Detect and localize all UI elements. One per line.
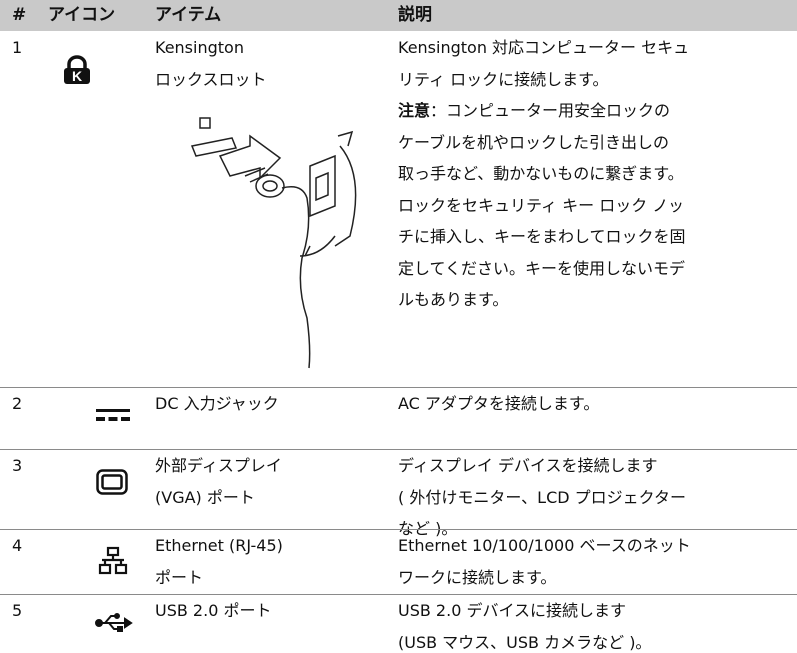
description-text: AC アダプタを接続します。 [398, 394, 600, 413]
item-text: ポート [155, 567, 204, 587]
note-text: ロックをセキュリティ キー ロック ノッ [398, 195, 684, 215]
header-cell: アイテム [155, 5, 222, 25]
usb-icon [95, 613, 133, 632]
row-number: 2 [12, 394, 23, 413]
row-separator [0, 387, 797, 388]
description-text: ( 外付けモニター、LCD プロジェクター [398, 487, 687, 507]
item-text: USB 2.0 ポート [155, 601, 272, 620]
description-text: USB 2.0 デバイスに接続します [398, 601, 626, 620]
description-text: など )。 [398, 519, 458, 538]
row-number: 4 [12, 536, 23, 555]
row-separator [0, 449, 797, 450]
description-text: ワークに接続します。 [398, 567, 557, 587]
svg-text:K: K [72, 68, 82, 84]
row-number: 1 [12, 38, 23, 57]
description-text: Ethernet 10/100/1000 ベースのネット [398, 536, 691, 555]
description-text: Kensington 対応コンピューター セキュ [398, 38, 690, 57]
header-cell: 説明 [398, 5, 432, 25]
row-separator [0, 529, 797, 530]
dc-icon [96, 409, 130, 421]
item-text: Kensington [155, 38, 244, 57]
row-number: 3 [12, 456, 23, 475]
note-text: ケーブルを机やロックした引き出しの [398, 132, 670, 152]
kensington-icon: K [64, 55, 90, 84]
item-text: 外部ディスプレイ [155, 456, 282, 475]
item-text: ロックスロット [155, 69, 267, 89]
ethernet-icon [98, 546, 128, 575]
item-text: DC 入力ジャック [155, 394, 279, 413]
note-text: ：コンピューター用安全ロックの [430, 101, 671, 120]
vga-icon [96, 469, 128, 495]
row-separator [0, 594, 797, 595]
item-text: Ethernet (RJ-45) [155, 536, 283, 555]
description-text: ディスプレイ デバイスを接続します [398, 456, 658, 475]
note-text: チに挿入し、キーをまわしてロックを固 [398, 227, 686, 246]
lock-illustration [190, 117, 357, 369]
description-text: (USB マウス、USB カメラなど )。 [398, 632, 652, 652]
row-number: 5 [12, 601, 23, 620]
header-cell: # [12, 5, 27, 25]
note-label: 注意 [398, 101, 431, 120]
note-text: 取っ手など、動かないものに繋ぎます。 [398, 164, 684, 183]
note-text: 定してください。キーを使用しないモデ [398, 258, 686, 278]
note-text: ルもあります。 [398, 290, 509, 309]
header-cell: アイコン [48, 5, 116, 25]
item-text: (VGA) ポート [155, 487, 255, 507]
header-bar [0, 0, 797, 31]
description-text: リティ ロックに接続します。 [398, 69, 609, 89]
